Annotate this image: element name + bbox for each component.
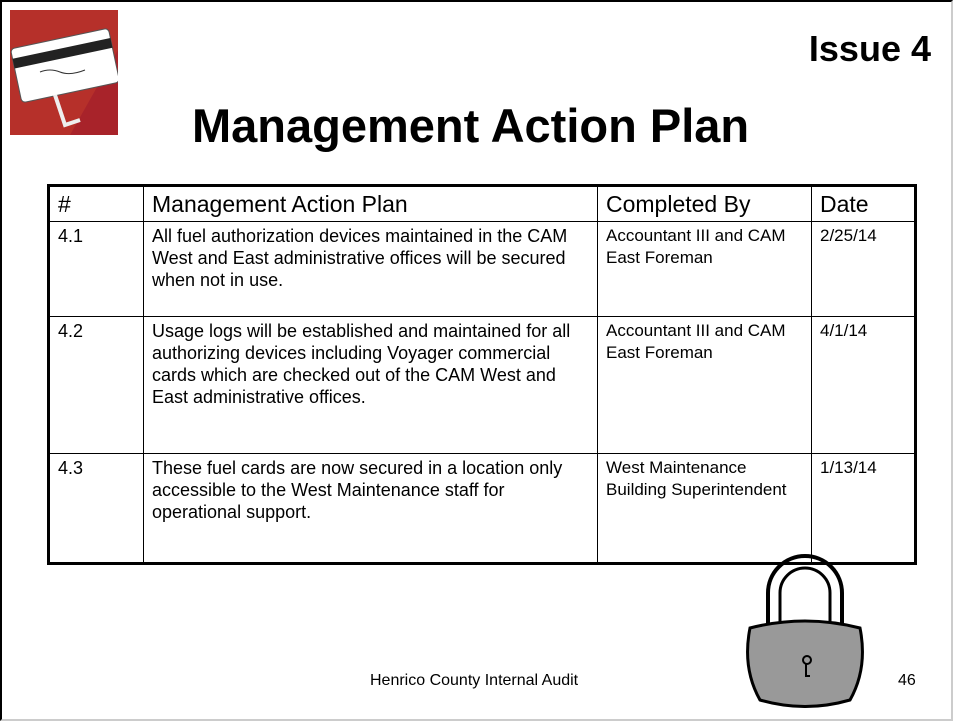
row: 4.3 These fuel cards are now secured in … [48, 453, 916, 564]
issue: Issue 4 [808, 28, 931, 69]
title: Management Action Plan [192, 99, 750, 152]
cell: All fuel authorization devices maintaine… [143, 221, 598, 317]
cell: 4.2 [48, 316, 144, 454]
cell: 4.3 [48, 453, 144, 564]
cell: These fuel cards are now secured in a lo… [143, 453, 598, 564]
cell: Accountant III and CAM East Foreman [597, 221, 812, 317]
cell: Accountant III and CAM East Foreman [597, 316, 812, 454]
header-cell: Management Action Plan [143, 185, 598, 222]
header-row: # Management Action Plan Completed By Da… [48, 185, 916, 222]
cell: West Maintenance Building Superintendent [597, 453, 812, 564]
row: 4.1 All fuel authorization devices maint… [48, 221, 916, 317]
cell: Usage logs will be established and maint… [143, 316, 598, 454]
card-icon [10, 10, 118, 135]
padlock-icon [746, 554, 864, 708]
footer: Henrico County Internal Audit [370, 672, 579, 689]
cell: 4/1/14 [811, 316, 916, 454]
header-cell: # [48, 185, 144, 222]
header-cell: Completed By [597, 185, 812, 222]
action-table: # Management Action Plan Completed By Da… [47, 184, 917, 565]
header-cell: Date [811, 185, 916, 222]
cell: 1/13/14 [811, 453, 916, 564]
page-number: 46 [898, 672, 916, 689]
cell: 2/25/14 [811, 221, 916, 317]
cell: 4.1 [48, 221, 144, 317]
row: 4.2 Usage logs will be established and m… [48, 316, 916, 454]
